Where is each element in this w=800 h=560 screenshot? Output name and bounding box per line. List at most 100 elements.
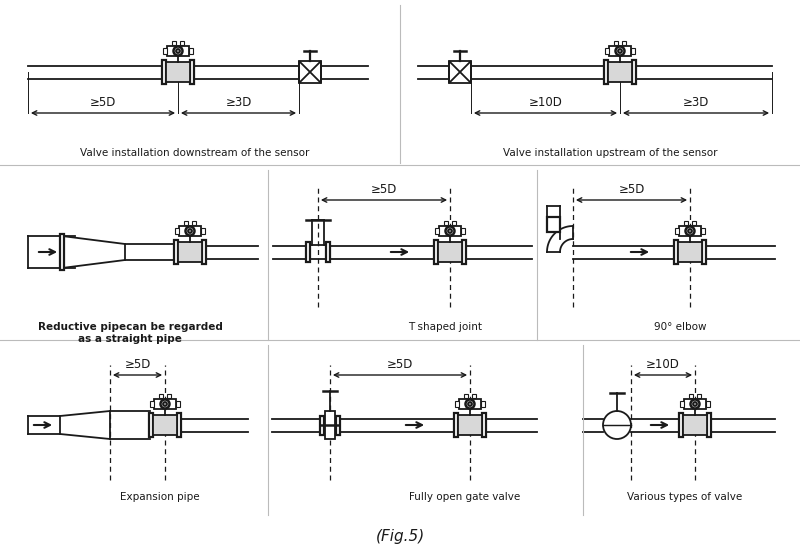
Bar [692, 221, 696, 225]
Bar [605, 48, 609, 54]
Bar [202, 240, 206, 264]
Bar [326, 242, 330, 262]
Bar [684, 399, 706, 409]
Bar [178, 242, 202, 262]
Text: Fully open gate valve: Fully open gate valve [410, 492, 521, 502]
Circle shape [163, 402, 167, 406]
Bar [299, 61, 321, 83]
Circle shape [448, 229, 452, 233]
Text: (Fig.5): (Fig.5) [375, 530, 425, 544]
Circle shape [186, 226, 194, 236]
Bar [706, 401, 710, 407]
Bar [614, 41, 618, 45]
Circle shape [603, 411, 631, 439]
Bar [481, 401, 485, 407]
Bar [632, 60, 636, 84]
Circle shape [693, 402, 697, 406]
Bar [608, 62, 632, 82]
Bar [678, 242, 702, 262]
Bar [159, 394, 163, 398]
Polygon shape [460, 61, 471, 83]
Circle shape [468, 402, 472, 406]
Bar [482, 413, 486, 437]
Bar [458, 415, 482, 435]
Text: ≥10D: ≥10D [529, 96, 562, 109]
Circle shape [176, 49, 180, 53]
Bar [167, 46, 189, 56]
Bar [180, 41, 184, 45]
Text: Expansion pipe: Expansion pipe [120, 492, 200, 502]
Text: ≥5D: ≥5D [371, 183, 397, 196]
Bar [175, 228, 179, 234]
Bar [609, 46, 631, 56]
Circle shape [615, 46, 625, 55]
Bar [176, 401, 180, 407]
Bar [189, 48, 193, 54]
Bar [153, 415, 177, 435]
Bar [166, 62, 190, 82]
Text: ≥5D: ≥5D [124, 358, 150, 371]
Text: ≥5D: ≥5D [90, 96, 116, 109]
Bar [675, 228, 679, 234]
Bar [697, 394, 701, 398]
Bar [306, 242, 310, 262]
Bar [680, 401, 684, 407]
Bar [174, 240, 178, 264]
Bar [60, 234, 64, 270]
Bar [622, 41, 626, 45]
Bar [320, 416, 324, 435]
Bar [461, 228, 465, 234]
Bar [172, 41, 176, 45]
Bar [190, 60, 194, 84]
Circle shape [686, 226, 694, 236]
Bar [678, 413, 683, 437]
Text: ≥5D: ≥5D [387, 358, 413, 371]
Text: Reductive pipecan be regarded
as a straight pipe: Reductive pipecan be regarded as a strai… [38, 322, 222, 344]
Bar [472, 394, 476, 398]
Bar [201, 228, 205, 234]
Bar [454, 413, 458, 437]
Bar [150, 401, 154, 407]
Bar [177, 413, 182, 437]
Bar [455, 401, 459, 407]
Text: Various types of valve: Various types of valve [627, 492, 742, 502]
Polygon shape [299, 61, 310, 83]
Bar [684, 221, 688, 225]
Bar [162, 60, 166, 84]
Circle shape [466, 399, 474, 408]
Polygon shape [62, 236, 125, 268]
Polygon shape [310, 61, 321, 83]
Bar [184, 221, 188, 225]
Bar [444, 221, 448, 225]
Bar [631, 48, 635, 54]
Circle shape [690, 399, 699, 408]
Text: ≥3D: ≥3D [683, 96, 709, 109]
Circle shape [688, 229, 692, 233]
Bar [701, 228, 705, 234]
Bar [706, 413, 711, 437]
Bar [689, 394, 693, 398]
Text: ≥3D: ≥3D [226, 96, 252, 109]
Text: 90° elbow: 90° elbow [654, 322, 706, 332]
Bar [683, 415, 707, 435]
Text: Valve installation upstream of the sensor: Valve installation upstream of the senso… [502, 148, 718, 158]
Bar [674, 240, 678, 264]
Bar [679, 226, 701, 236]
Circle shape [618, 49, 622, 53]
Bar [438, 242, 462, 262]
Bar [604, 60, 608, 84]
Bar [149, 413, 154, 437]
Text: ≥5D: ≥5D [618, 183, 645, 196]
Bar [179, 226, 201, 236]
Bar [325, 411, 335, 439]
Text: Valve installation downstream of the sensor: Valve installation downstream of the sen… [80, 148, 310, 158]
Bar [434, 240, 438, 264]
Bar [459, 399, 481, 409]
Circle shape [446, 226, 454, 236]
Bar [452, 221, 456, 225]
Polygon shape [449, 61, 460, 83]
Bar [163, 48, 167, 54]
Circle shape [161, 399, 170, 408]
Bar [547, 217, 560, 232]
Bar [167, 394, 171, 398]
